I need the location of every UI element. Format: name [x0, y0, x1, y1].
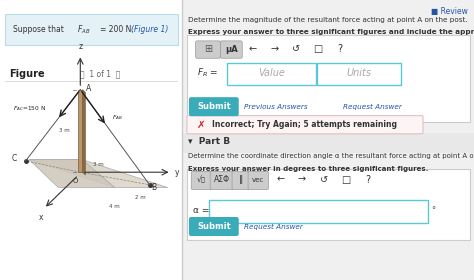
Text: 2 m: 2 m	[135, 195, 146, 200]
Text: $F_R$ =: $F_R$ =	[197, 67, 219, 79]
Text: Figure: Figure	[9, 69, 45, 79]
Text: 〈  1 of 1  〉: 〈 1 of 1 〉	[80, 70, 120, 79]
FancyBboxPatch shape	[187, 116, 423, 134]
FancyBboxPatch shape	[189, 97, 239, 116]
Polygon shape	[82, 90, 85, 175]
Text: z: z	[78, 42, 82, 51]
Bar	[182, 133, 474, 153]
Text: ↺: ↺	[320, 175, 328, 185]
Text: ?: ?	[337, 44, 343, 54]
Text: $F_{AB}$: $F_{AB}$	[112, 113, 123, 122]
FancyBboxPatch shape	[189, 217, 239, 236]
Text: ⊞: ⊞	[204, 44, 212, 54]
Text: ▾  Part B: ▾ Part B	[188, 137, 230, 146]
Text: Determine the magnitude of the resultant force acting at point A on the post.: Determine the magnitude of the resultant…	[188, 17, 468, 23]
Text: √▯: √▯	[197, 175, 206, 184]
Text: $F_{AC}$=150 N: $F_{AC}$=150 N	[13, 104, 46, 113]
Text: Submit: Submit	[197, 222, 231, 231]
Text: Express your answer to three significant figures and include the appropriate uni: Express your answer to three significant…	[188, 29, 474, 35]
Text: = 200 N.: = 200 N.	[100, 25, 134, 34]
Text: C: C	[11, 154, 17, 163]
Polygon shape	[29, 160, 115, 188]
Text: ↺: ↺	[292, 44, 300, 54]
Polygon shape	[29, 160, 168, 188]
Text: □: □	[341, 175, 350, 185]
Text: (Figure 1): (Figure 1)	[131, 25, 169, 34]
Text: Request Answer: Request Answer	[244, 223, 302, 230]
Text: □: □	[313, 44, 323, 54]
Text: Suppose that: Suppose that	[13, 25, 66, 34]
Text: 3 m: 3 m	[59, 129, 69, 133]
Text: 4 m: 4 m	[109, 204, 120, 209]
FancyBboxPatch shape	[191, 171, 211, 190]
Text: ←: ←	[276, 175, 284, 185]
Text: ✗: ✗	[197, 120, 206, 130]
Polygon shape	[78, 90, 82, 172]
Text: ‖: ‖	[239, 175, 243, 184]
Text: Previous Answers: Previous Answers	[244, 104, 307, 110]
Text: ←: ←	[248, 44, 256, 54]
Text: 3 m: 3 m	[93, 162, 104, 167]
FancyBboxPatch shape	[220, 41, 242, 58]
Text: →: →	[270, 44, 278, 54]
Text: Units: Units	[346, 68, 371, 78]
Text: Value: Value	[258, 68, 285, 78]
FancyBboxPatch shape	[187, 169, 470, 240]
Text: °: °	[432, 206, 436, 215]
Text: A: A	[86, 84, 91, 93]
Text: vec: vec	[252, 177, 264, 183]
FancyBboxPatch shape	[227, 63, 316, 85]
Text: $F_{AB}$: $F_{AB}$	[77, 23, 90, 36]
Text: Determine the coordinate direction angle α the resultant force acting at point A: Determine the coordinate direction angle…	[188, 153, 474, 158]
Text: Submit: Submit	[197, 102, 231, 111]
FancyBboxPatch shape	[210, 200, 428, 223]
Text: Request Answer: Request Answer	[343, 104, 401, 110]
Text: ?: ?	[365, 175, 370, 185]
Text: B: B	[152, 183, 156, 192]
Text: Incorrect; Try Again; 5 attempts remaining: Incorrect; Try Again; 5 attempts remaini…	[211, 120, 397, 129]
Text: O: O	[72, 178, 78, 185]
Text: x: x	[39, 213, 43, 222]
Text: →: →	[298, 175, 306, 185]
Text: μA: μA	[225, 45, 238, 53]
FancyBboxPatch shape	[5, 14, 178, 45]
Text: ■ Review: ■ Review	[431, 7, 468, 16]
FancyBboxPatch shape	[232, 171, 249, 190]
Text: y: y	[175, 168, 180, 177]
FancyBboxPatch shape	[187, 35, 470, 122]
FancyBboxPatch shape	[210, 171, 234, 190]
FancyBboxPatch shape	[317, 63, 401, 85]
Text: Express your answer in degrees to three significant figures.: Express your answer in degrees to three …	[188, 166, 428, 172]
FancyBboxPatch shape	[196, 41, 220, 58]
Text: α =: α =	[193, 206, 209, 215]
FancyBboxPatch shape	[248, 171, 268, 190]
Text: ΑΣΦ: ΑΣΦ	[214, 175, 230, 184]
